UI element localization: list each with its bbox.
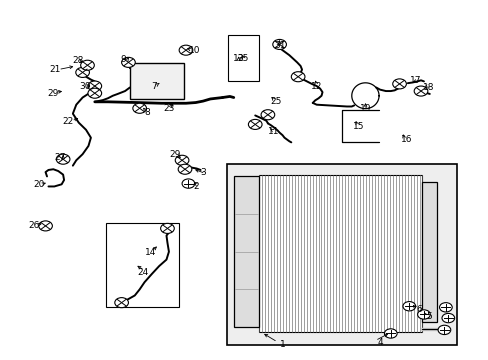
Text: 13: 13 — [232, 54, 244, 63]
Circle shape — [402, 302, 415, 311]
Circle shape — [413, 86, 427, 96]
Circle shape — [175, 155, 188, 165]
Circle shape — [178, 164, 191, 174]
Text: 1: 1 — [279, 340, 285, 349]
Text: 20: 20 — [33, 180, 44, 189]
Circle shape — [88, 88, 102, 98]
Text: 11: 11 — [267, 127, 279, 136]
Circle shape — [384, 329, 396, 338]
Bar — [233, 176, 259, 327]
Circle shape — [56, 154, 70, 164]
Circle shape — [248, 120, 262, 130]
Text: 14: 14 — [145, 248, 156, 257]
Circle shape — [39, 221, 52, 231]
Circle shape — [437, 325, 450, 334]
Text: 19: 19 — [359, 104, 370, 113]
Circle shape — [272, 40, 286, 49]
Circle shape — [261, 110, 274, 120]
Text: 16: 16 — [400, 135, 411, 144]
Circle shape — [392, 79, 406, 89]
Bar — [228, 35, 259, 81]
Circle shape — [291, 72, 305, 82]
Text: 28: 28 — [72, 57, 83, 66]
Circle shape — [76, 67, 89, 77]
Bar — [130, 63, 183, 99]
Circle shape — [417, 310, 429, 319]
Text: 8: 8 — [144, 108, 149, 117]
Text: 21: 21 — [49, 65, 61, 74]
Circle shape — [439, 303, 451, 312]
Text: 25: 25 — [237, 54, 249, 63]
Text: 10: 10 — [189, 46, 200, 55]
Text: 3: 3 — [200, 168, 205, 177]
Bar — [259, 175, 422, 332]
Text: 26: 26 — [28, 221, 40, 230]
Bar — [227, 164, 456, 345]
Text: 24: 24 — [137, 268, 148, 277]
Text: 6: 6 — [415, 305, 421, 314]
Text: 7: 7 — [151, 82, 157, 91]
Text: 22: 22 — [62, 117, 74, 126]
Text: 31: 31 — [273, 41, 285, 50]
Circle shape — [122, 57, 135, 67]
Text: 23: 23 — [163, 104, 174, 113]
Circle shape — [182, 179, 194, 188]
Text: 17: 17 — [409, 76, 421, 85]
Text: 30: 30 — [79, 82, 90, 91]
Text: 27: 27 — [54, 153, 66, 162]
Circle shape — [160, 224, 174, 233]
Circle shape — [179, 45, 192, 55]
Text: 18: 18 — [422, 83, 434, 92]
Bar — [422, 182, 436, 321]
Text: 9: 9 — [121, 55, 126, 64]
Text: 25: 25 — [270, 97, 281, 106]
Circle shape — [81, 60, 94, 70]
Circle shape — [441, 314, 454, 323]
Text: 2: 2 — [193, 182, 198, 191]
Bar — [105, 223, 178, 307]
Circle shape — [133, 103, 146, 113]
Text: 5: 5 — [425, 312, 431, 321]
Text: 12: 12 — [310, 82, 322, 91]
Circle shape — [115, 298, 128, 308]
Circle shape — [88, 81, 102, 91]
Text: 15: 15 — [353, 122, 364, 131]
Text: 29: 29 — [47, 89, 59, 98]
Text: 4: 4 — [376, 338, 382, 347]
Text: 29: 29 — [169, 150, 181, 159]
